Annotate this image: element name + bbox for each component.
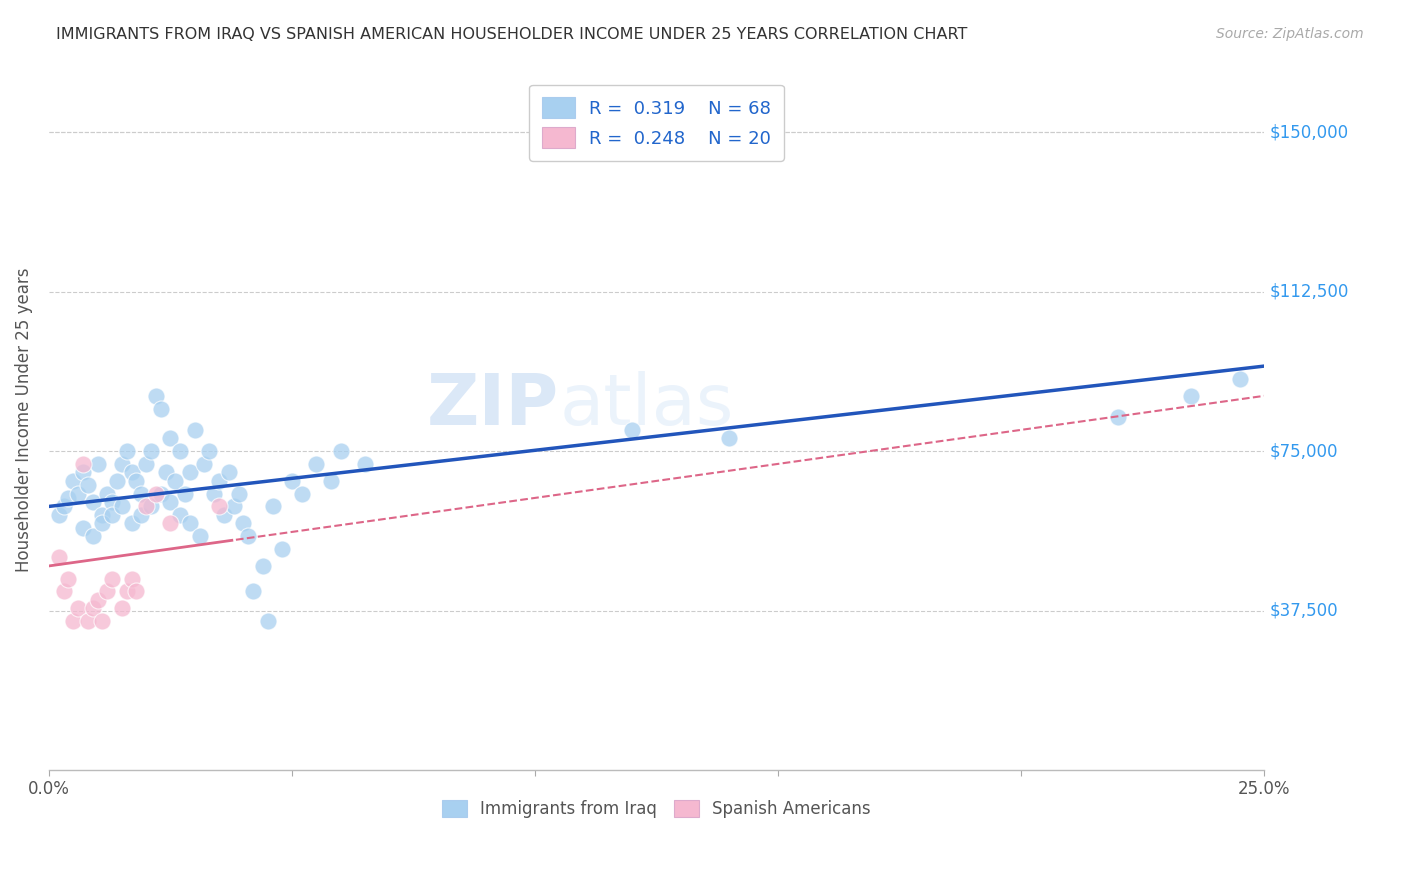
Point (252, 558, 274, 573)
Point (86, 593, 108, 607)
Point (115, 444, 138, 458)
Point (208, 500, 231, 514)
Point (1107, 410, 1129, 425)
Point (198, 444, 221, 458)
Point (169, 444, 191, 458)
Point (174, 486, 197, 500)
Text: $75,000: $75,000 (1270, 442, 1339, 460)
Point (202, 486, 225, 500)
Point (67, 486, 90, 500)
Point (319, 474, 342, 488)
Point (131, 486, 153, 500)
Point (135, 457, 157, 471)
Legend: Immigrants from Iraq, Spanish Americans: Immigrants from Iraq, Spanish Americans (436, 793, 877, 825)
Point (159, 431, 181, 445)
Point (271, 541, 294, 556)
Point (222, 500, 245, 514)
Point (165, 474, 187, 488)
Point (135, 500, 157, 514)
Point (125, 474, 148, 488)
Point (169, 508, 191, 522)
Point (1229, 372, 1251, 386)
Point (139, 500, 162, 514)
Point (62, 614, 84, 628)
Point (121, 466, 143, 480)
Point (281, 474, 304, 488)
Point (115, 584, 138, 599)
Point (184, 423, 207, 437)
Text: $150,000: $150,000 (1270, 123, 1350, 141)
Point (121, 516, 143, 531)
Point (96, 486, 118, 500)
Point (188, 529, 211, 543)
Point (256, 614, 278, 628)
Point (105, 474, 128, 488)
Point (305, 457, 328, 471)
Point (218, 466, 240, 480)
Point (91, 516, 114, 531)
Point (67, 601, 90, 615)
Text: IMMIGRANTS FROM IRAQ VS SPANISH AMERICAN HOUSEHOLDER INCOME UNDER 25 YEARS CORRE: IMMIGRANTS FROM IRAQ VS SPANISH AMERICAN… (56, 27, 967, 42)
Point (72, 457, 94, 471)
Point (145, 486, 167, 500)
Point (82, 495, 104, 509)
Text: $112,500: $112,500 (1270, 283, 1350, 301)
Point (291, 486, 314, 500)
Point (91, 614, 114, 628)
Point (52, 500, 75, 514)
Point (179, 466, 201, 480)
Point (262, 500, 284, 514)
Point (238, 529, 260, 543)
Point (149, 486, 172, 500)
Point (91, 508, 114, 522)
Y-axis label: Householder Income Under 25 years: Householder Income Under 25 years (15, 267, 32, 572)
Point (76, 478, 98, 492)
Point (86, 457, 108, 471)
Point (111, 457, 134, 471)
Point (76, 614, 98, 628)
Point (212, 508, 235, 522)
Point (72, 466, 94, 480)
Point (121, 572, 143, 586)
Point (101, 495, 124, 509)
Point (62, 474, 84, 488)
Text: ZIP: ZIP (427, 371, 560, 440)
Point (242, 584, 264, 599)
Point (159, 516, 181, 531)
Point (111, 601, 134, 615)
Point (96, 584, 118, 599)
Point (52, 584, 75, 599)
Point (82, 529, 104, 543)
Point (101, 508, 124, 522)
Point (48, 550, 70, 565)
Point (48, 508, 70, 522)
Text: Source: ZipAtlas.com: Source: ZipAtlas.com (1216, 27, 1364, 41)
Point (329, 444, 352, 458)
Point (72, 521, 94, 535)
Point (58, 491, 80, 505)
Point (145, 389, 167, 403)
Point (1180, 389, 1202, 403)
Point (718, 431, 741, 445)
Point (82, 601, 104, 615)
Point (193, 457, 215, 471)
Point (208, 474, 231, 488)
Point (179, 516, 201, 531)
Point (354, 457, 377, 471)
Point (232, 516, 254, 531)
Point (621, 423, 644, 437)
Point (139, 444, 162, 458)
Point (159, 495, 181, 509)
Point (228, 486, 250, 500)
Text: $37,500: $37,500 (1270, 601, 1339, 620)
Point (131, 508, 153, 522)
Point (58, 572, 80, 586)
Text: atlas: atlas (560, 371, 734, 440)
Point (111, 500, 134, 514)
Point (149, 401, 172, 416)
Point (125, 584, 148, 599)
Point (101, 572, 124, 586)
Point (155, 466, 177, 480)
